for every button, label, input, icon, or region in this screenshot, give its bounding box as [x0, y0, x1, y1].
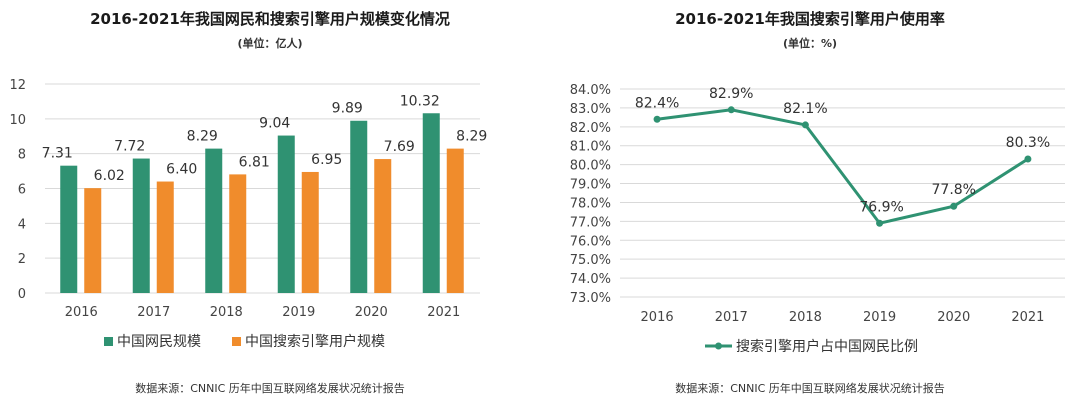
- x-tick-label: 2017: [715, 310, 748, 325]
- bar: [350, 120, 368, 293]
- point-data-label: 82.9%: [709, 86, 753, 102]
- left-chart-source: 数据来源：CNNIC 历年中国互联网络发展状况统计报告: [135, 382, 405, 395]
- left-chart-panel: 2016-2021年我国网民和搜索引擎用户规模变化情况 (单位：亿人) 0 2 4 6…: [9, 10, 487, 395]
- y-tick-label: 80.0%: [570, 159, 611, 174]
- bar: [60, 165, 78, 293]
- bar-data-label: 6.40: [166, 162, 197, 178]
- left-chart-unit: (单位：亿人): [237, 37, 303, 50]
- y-tick-label: 83.0%: [570, 102, 611, 117]
- x-tick-label: 2020: [355, 305, 388, 320]
- x-tick-label: 2018: [789, 310, 822, 325]
- x-tick-label: 2017: [137, 305, 170, 320]
- bar-data-label: 10.32: [400, 93, 440, 109]
- legend-swatch: [232, 337, 241, 346]
- x-tick-label: 2016: [65, 305, 98, 320]
- y-tick-label: 79.0%: [570, 178, 611, 193]
- legend-label: 中国网民规模: [117, 334, 201, 350]
- point-data-label: 82.1%: [783, 101, 827, 117]
- y-tick-label: 12: [9, 78, 26, 93]
- line-point: [727, 106, 735, 114]
- bar-data-label: 9.89: [332, 101, 363, 117]
- bar: [422, 113, 440, 293]
- y-tick-label: 0: [18, 287, 26, 302]
- y-tick-label: 77.0%: [570, 215, 611, 230]
- x-tick-label: 2021: [1011, 310, 1044, 325]
- bar-data-label: 9.04: [259, 116, 290, 132]
- point-data-label: 77.8%: [932, 182, 976, 198]
- x-tick-label: 2019: [282, 305, 315, 320]
- bar-data-label: 6.81: [239, 154, 270, 170]
- left-chart-title: 2016-2021年我国网民和搜索引擎用户规模变化情况: [90, 10, 450, 28]
- line-point: [801, 121, 809, 129]
- point-data-label: 82.4%: [635, 95, 679, 111]
- right-chart-title: 2016-2021年我国搜索引擎用户使用率: [675, 10, 945, 28]
- right-chart-source: 数据来源：CNNIC 历年中国互联网络发展状况统计报告: [675, 382, 945, 395]
- y-tick-label: 10: [9, 113, 26, 128]
- line-point: [1024, 155, 1032, 163]
- bar-data-label: 7.31: [42, 146, 73, 162]
- x-tick-label: 2016: [641, 310, 674, 325]
- bar: [277, 135, 295, 293]
- bar: [301, 171, 319, 293]
- bar-data-label: 8.29: [456, 129, 487, 145]
- x-tick-label: 2018: [210, 305, 243, 320]
- y-tick-label: 73.0%: [570, 291, 611, 306]
- bar-data-label: 6.02: [94, 168, 125, 184]
- line-chart: 73.0% 74.0% 75.0% 76.0% 77.0% 78.0% 79.0% 80.0%…: [570, 83, 1065, 355]
- x-tick-label: 2020: [937, 310, 970, 325]
- bar: [229, 174, 247, 293]
- y-tick-label: 6: [18, 183, 26, 198]
- y-tick-label: 2: [18, 252, 26, 267]
- y-tick-label: 74.0%: [570, 272, 611, 287]
- bar-data-label: 8.29: [187, 129, 218, 145]
- legend-swatch: [104, 337, 113, 346]
- line-point: [876, 219, 884, 227]
- legend-label: 搜索引擎用户占中国网民比例: [736, 338, 918, 355]
- y-tick-label: 76.0%: [570, 234, 611, 249]
- bar-data-label: 7.72: [114, 139, 145, 155]
- y-tick-label: 4: [18, 217, 26, 232]
- bar: [132, 158, 150, 293]
- y-tick-label: 82.0%: [570, 121, 611, 136]
- y-tick-label: 78.0%: [570, 196, 611, 211]
- legend-label: 中国搜索引擎用户规模: [245, 333, 385, 350]
- y-tick-label: 84.0%: [570, 83, 611, 98]
- bar: [446, 148, 464, 293]
- y-tick-label: 8: [18, 148, 26, 163]
- bar: [84, 188, 102, 293]
- series-line: [656, 108, 1029, 225]
- bar: [205, 148, 223, 293]
- bar-chart: 0 2 4 6 8 10 12 7.31 6.02 2016 7.72 6.40 2017 8.29 6.8…: [9, 78, 487, 350]
- bar-data-label: 7.69: [384, 139, 415, 155]
- bar: [374, 159, 392, 293]
- bar: [156, 181, 174, 293]
- line-point: [950, 202, 958, 210]
- x-tick-label: 2019: [863, 310, 896, 325]
- y-tick-label: 81.0%: [570, 140, 611, 155]
- legend-marker: [715, 342, 722, 350]
- bar-data-label: 6.95: [311, 152, 342, 168]
- x-tick-label: 2021: [427, 305, 460, 320]
- point-data-label: 80.3%: [1006, 135, 1050, 151]
- y-tick-label: 75.0%: [570, 253, 611, 268]
- right-chart-unit: (单位：%): [782, 37, 838, 50]
- line-point: [653, 115, 661, 123]
- point-data-label: 76.9%: [859, 199, 903, 215]
- right-chart-panel: 2016-2021年我国搜索引擎用户使用率 (单位：%) 73.0% 74.0% 7…: [540, 0, 1080, 405]
